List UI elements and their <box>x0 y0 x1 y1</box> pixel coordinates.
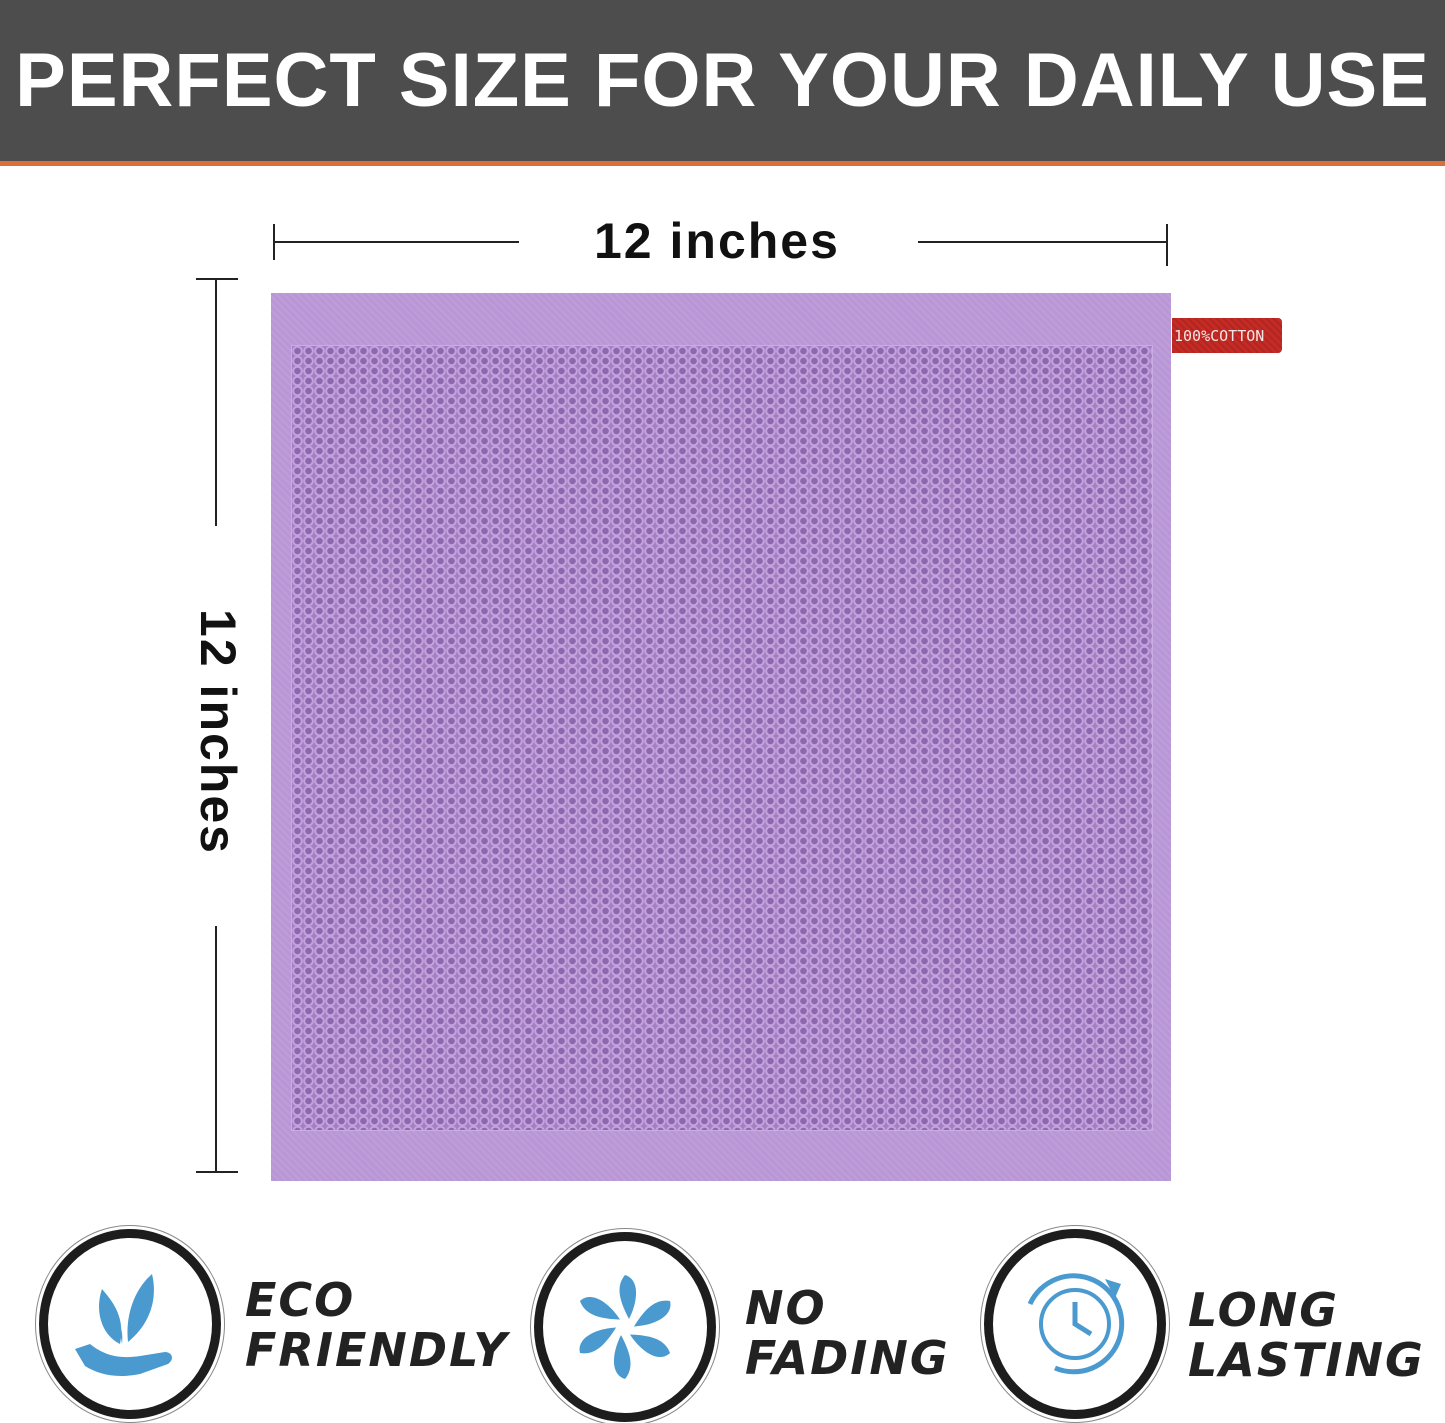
feature-line: FADING <box>745 1331 950 1385</box>
dimension-line <box>918 241 1168 243</box>
width-label: 12 inches <box>594 213 840 269</box>
height-label: 12 inches <box>190 609 246 855</box>
cotton-tag: 100%COTTON <box>1172 318 1282 353</box>
mesh-texture <box>291 345 1153 1131</box>
feature-line: NO <box>745 1281 827 1335</box>
feature-label: NO FADING <box>745 1283 950 1383</box>
no-fading-badge <box>534 1232 716 1422</box>
eco-friendly-badge <box>39 1229 221 1419</box>
dimension-tick <box>196 278 238 280</box>
feature-label: ECO FRIENDLY <box>245 1275 509 1375</box>
pinwheel-icon <box>574 1275 676 1379</box>
long-lasting-badge <box>984 1229 1166 1419</box>
clock-icon <box>1027 1273 1125 1375</box>
feature-line: ECO <box>245 1273 356 1327</box>
dimension-line <box>273 241 519 243</box>
dishcloth-image <box>271 293 1171 1181</box>
feature-line: LONG <box>1188 1283 1340 1337</box>
feature-line: FRIENDLY <box>245 1323 509 1377</box>
dimension-line <box>215 926 217 1172</box>
dimension-tick <box>1166 224 1168 266</box>
dimension-line <box>215 278 217 526</box>
header-banner: PERFECT SIZE FOR YOUR DAILY USE <box>0 0 1445 166</box>
feature-line: LASTING <box>1188 1333 1425 1387</box>
feature-label: LONG LASTING <box>1188 1285 1425 1385</box>
page-title: PERFECT SIZE FOR YOUR DAILY USE <box>15 38 1430 123</box>
leaf-hand-icon <box>75 1274 172 1377</box>
dimension-tick <box>196 1171 238 1173</box>
